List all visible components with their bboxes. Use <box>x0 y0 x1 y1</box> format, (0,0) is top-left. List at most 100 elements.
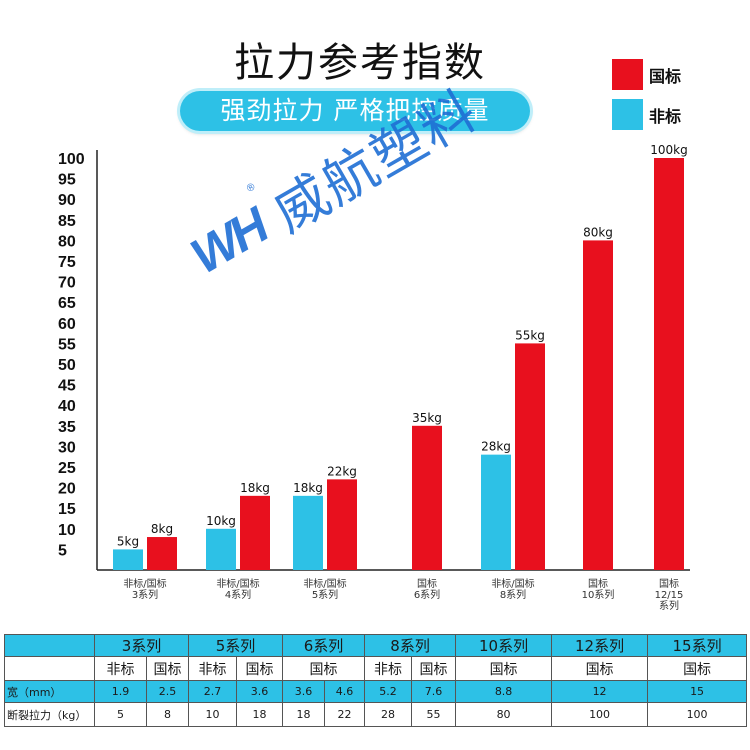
table-cell: 5系列 <box>188 634 284 657</box>
table-cell: 15系列 <box>647 634 748 657</box>
table-cell: 国标 <box>282 656 366 681</box>
x-tick-label: 国标 <box>417 578 437 590</box>
table-cell: 国标 <box>551 656 649 681</box>
table-cell: 6系列 <box>282 634 366 657</box>
bar-value-label: 80kg <box>583 225 613 239</box>
legend-label-fb: 非标 <box>649 106 682 126</box>
spec-table: 3系列 5系列 6系列 8系列 10系列 12系列 15系列 非标 国标 非标 … <box>4 634 748 727</box>
bar-value-label: 22kg <box>327 464 357 478</box>
x-tick-label: 5系列 <box>312 588 338 601</box>
bar <box>240 495 270 570</box>
y-tick-label: 70 <box>58 275 76 292</box>
table-cell: 28 <box>364 702 413 727</box>
bar <box>481 454 511 570</box>
bar-value-label: 10kg <box>206 514 236 528</box>
x-tick-label: 非标/国标 <box>216 578 259 590</box>
bar <box>412 425 442 570</box>
table-row-width: 宽（mm） 1.9 2.5 2.7 3.6 3.6 4.6 5.2 7.6 8.… <box>4 680 748 703</box>
x-tick-label: 8系列 <box>500 588 526 601</box>
subtitle-banner: 强劲拉力 严格把控质量 <box>180 91 530 131</box>
y-tick-label: 95 <box>58 172 76 189</box>
x-tick-label: 4系列 <box>225 588 251 601</box>
table-cell: 国标 <box>647 656 748 681</box>
legend-item-fb: 非标 <box>612 99 681 130</box>
table-cell <box>4 656 95 681</box>
y-tick-label: 20 <box>58 481 76 498</box>
x-tick-label: 非标/国标 <box>303 578 346 590</box>
table-row-force: 断裂拉力（kg） 5 8 10 18 18 22 28 55 80 100 10… <box>4 702 748 727</box>
page-title: 拉力参考指数 <box>234 40 486 86</box>
bar-value-label: 100kg <box>650 143 687 157</box>
bar <box>327 479 357 570</box>
table-cell: 7.6 <box>411 680 457 703</box>
legend-label-gb: 国标 <box>649 66 682 86</box>
table-cell: 3系列 <box>93 634 190 657</box>
bar-value-label: 8kg <box>151 522 173 536</box>
x-tick-label: 非标/国标 <box>123 578 166 590</box>
x-tick-label: 非标/国标 <box>491 578 534 590</box>
table-cell: 非标 <box>94 656 147 681</box>
y-tick-label: 55 <box>58 336 76 353</box>
table-cell: 非标 <box>364 656 413 681</box>
y-tick-label: 10 <box>58 522 76 539</box>
y-tick-label: 65 <box>58 295 76 312</box>
x-tick-label: 3系列 <box>132 588 158 601</box>
y-tick-label: 60 <box>58 316 76 333</box>
table-cell: 国标 <box>411 656 457 681</box>
y-tick-label: 40 <box>58 398 76 415</box>
x-tick-label: 国标 <box>659 578 679 590</box>
table-row-standard: 非标 国标 非标 国标 国标 非标 国标 国标 国标 国标 <box>4 656 748 681</box>
table-cell: 22 <box>324 702 366 727</box>
y-tick-label: 35 <box>58 419 76 436</box>
table-cell: 2.7 <box>188 680 238 703</box>
table-cell: 12系列 <box>551 634 649 657</box>
legend-item-gb: 国标 <box>612 59 681 90</box>
table-cell: 4.6 <box>324 680 366 703</box>
y-tick-label: 90 <box>58 192 76 209</box>
bar-value-label: 5kg <box>117 534 139 548</box>
bar <box>147 537 177 570</box>
y-tick-label: 50 <box>58 357 76 374</box>
bar-chart: 5 10 15 20 25 30 35 40 45 50 55 60 65 70 75 80 85 90 95 100… <box>58 143 690 612</box>
bar-value-label: 18kg <box>293 481 323 495</box>
table-cell: 100 <box>551 702 649 727</box>
x-tick-label: 系列 <box>659 599 679 612</box>
table-row-series: 3系列 5系列 6系列 8系列 10系列 12系列 15系列 <box>4 634 748 657</box>
table-cell: 2.5 <box>145 680 190 703</box>
table-cell: 非标 <box>188 656 238 681</box>
table-corner <box>4 634 95 657</box>
legend-swatch-fb <box>612 99 643 130</box>
bar <box>654 158 684 570</box>
y-tick-label: 45 <box>58 378 76 395</box>
y-tick-label: 25 <box>58 460 76 477</box>
table-cell: 8 <box>145 702 190 727</box>
table-cell: 10 <box>188 702 238 727</box>
y-tick-label: 15 <box>58 501 76 518</box>
x-tick-label: 10系列 <box>582 588 615 601</box>
table-cell: 国标 <box>455 656 553 681</box>
table-cell: 8系列 <box>364 634 457 657</box>
table-cell: 12 <box>551 680 649 703</box>
x-tick-label: 国标 <box>588 578 608 590</box>
y-tick-label: 80 <box>58 233 76 250</box>
table-cell: 80 <box>455 702 553 727</box>
table-cell: 15 <box>647 680 748 703</box>
x-tick-label: 6系列 <box>414 588 440 601</box>
table-cell: 100 <box>647 702 748 727</box>
y-tick-label: 100 <box>58 151 85 168</box>
table-cell: 18 <box>236 702 284 727</box>
x-tick-label: 12/15 <box>655 590 684 601</box>
table-cell: 5 <box>94 702 147 727</box>
legend-swatch-gb <box>612 59 643 90</box>
bar <box>206 528 236 570</box>
table-row-header: 断裂拉力（kg） <box>4 702 95 727</box>
table-cell: 3.6 <box>236 680 284 703</box>
table-cell: 国标 <box>236 656 284 681</box>
bar-value-label: 35kg <box>412 411 442 425</box>
table-cell: 1.9 <box>94 680 147 703</box>
bar-value-label: 28kg <box>481 440 511 454</box>
bar <box>293 495 323 570</box>
bar <box>113 549 143 570</box>
bar <box>583 240 613 570</box>
table-cell: 国标 <box>145 656 190 681</box>
